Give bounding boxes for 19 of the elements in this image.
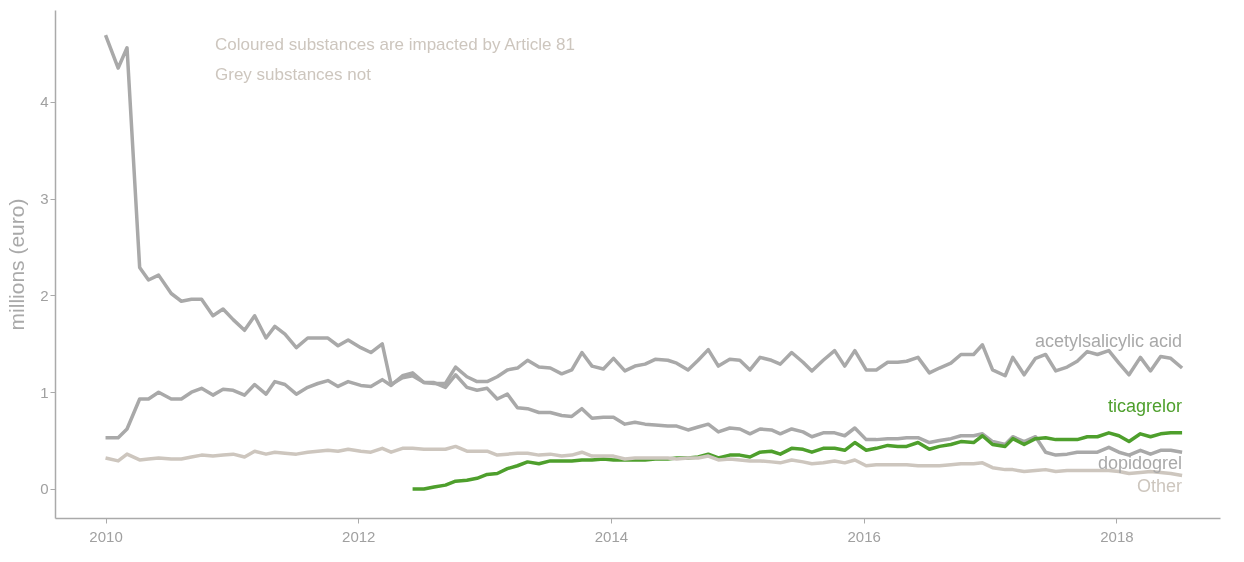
series-label: acetylsalicylic acid: [1035, 331, 1183, 352]
series-label: ticagrelor: [1108, 395, 1183, 416]
annotation: Coloured substances are impacted by Article 81: [215, 35, 576, 54]
y-tick-label: 1: [40, 383, 49, 401]
x-tick-label: 2018: [1100, 527, 1134, 545]
line-series: [103, 33, 1184, 457]
y-tick-label: 3: [40, 190, 49, 208]
y-tick-label: 4: [40, 93, 49, 111]
x-tick-label: 2016: [847, 527, 881, 545]
x-tick-label: 2010: [89, 527, 123, 545]
y-tick-label: 0: [40, 480, 49, 498]
y-tick-label: 2: [40, 286, 49, 304]
series-label: Other: [1137, 476, 1183, 497]
annotation: Grey substances not: [215, 65, 372, 84]
x-tick-label: 2014: [594, 527, 629, 545]
y-axis-title: millions (euro): [5, 198, 29, 331]
series-label: dopidogrel: [1098, 453, 1183, 474]
x-tick-label: 2012: [342, 527, 376, 545]
line-series: [103, 444, 1184, 478]
